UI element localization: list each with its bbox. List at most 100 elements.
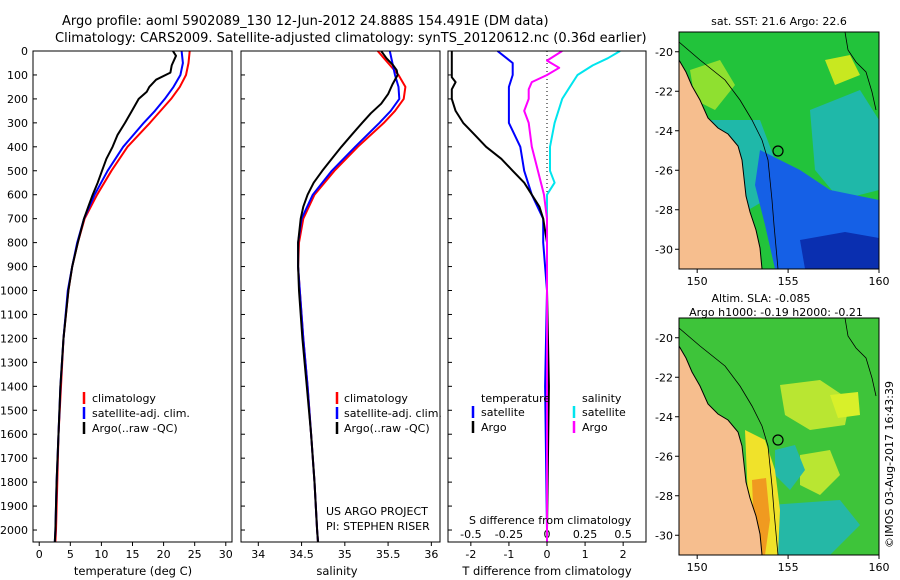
depth-tick-label: 500: [7, 165, 28, 178]
depth-tick-label: 800: [7, 237, 28, 250]
x-tick-label: 36: [424, 548, 438, 561]
difference-x-ticks: -2 -1 0 1 2-0.5 -0.25 0 0.25 0.5: [460, 528, 632, 561]
series-line-temperature-satellite: [496, 51, 548, 542]
depth-tick-label: 1800: [0, 476, 28, 489]
sla-map-body: [679, 318, 879, 555]
sst-map-frame: [678, 31, 880, 270]
depth-tick-label: 1700: [0, 452, 28, 465]
sst-coldest-region: [800, 232, 879, 269]
sla-map-frame: [678, 317, 880, 556]
legend-label-satellite: satellite-adj. clim.: [92, 407, 190, 420]
sst-map-title: sat. SST: 21.6 Argo: 22.6: [711, 15, 847, 28]
salinity-diff-tick-label: -0.25: [495, 528, 523, 541]
map-y-tick-label: -28: [655, 204, 673, 217]
coastline-land: [679, 345, 763, 555]
depth-tick-label: 1400: [0, 380, 28, 393]
salinity-diff-tick-label: 0.5: [614, 528, 632, 541]
legend-label-argo: Argo(..raw -QC): [344, 422, 430, 435]
salinity-series: [297, 51, 407, 542]
map-y-tick-label: -20: [655, 46, 673, 59]
depth-tick-label: 900: [7, 261, 28, 274]
temperature-panel: 0100200300400500600700800900100011001200…: [0, 45, 452, 578]
series-line-temperature-argo: [450, 51, 550, 542]
map-y-tick-label: -30: [655, 529, 673, 542]
depth-tick-label: 1900: [0, 500, 28, 513]
sst-warm-patch: [690, 60, 735, 110]
map-y-tick-label: -28: [655, 490, 673, 503]
difference-legend: temperature salinity satellite Argo sate…: [471, 392, 626, 434]
salinity-panel: 34 34.5 35 35.5 36 salinity climatology sate…: [240, 50, 442, 578]
map-y-tick-label: -22: [655, 371, 673, 384]
salinity-x-label: salinity: [316, 564, 357, 578]
legend-label-salinity-argo: Argo: [582, 421, 608, 434]
x-tick-label: 34.5: [289, 548, 314, 561]
depth-tick-label: 300: [7, 117, 28, 130]
project-credit: US ARGO PROJECT: [326, 505, 428, 518]
temperature-series: [53, 51, 191, 542]
difference-bottom-label: T difference from climatology: [461, 564, 632, 578]
legend-label-climatology: climatology: [92, 392, 156, 405]
map-y-tick-label: -26: [655, 164, 673, 177]
map-x-tick-label: 160: [869, 561, 890, 574]
salinity-diff-tick-label: -0.5: [460, 528, 481, 541]
series-line-satellite-adj-clim-: [53, 51, 184, 542]
imos-credit: ©IMOS 03-Aug-2017 16:43:39: [883, 381, 896, 548]
map-y-tick-label: -24: [655, 411, 673, 424]
isobath-line: [844, 318, 877, 397]
sla-map-title-line2: Argo h1000: -0.19 h2000: -0.21: [689, 306, 863, 319]
x-tick-label: 34: [251, 548, 265, 561]
temperature-x-ticks: 0 5 10 15 20 25 30: [36, 542, 233, 561]
legend-label-temperature-satellite: satellite: [481, 406, 525, 419]
depth-tick-label: 1200: [0, 332, 28, 345]
map-x-tick-label: 155: [778, 275, 799, 288]
temperature-diff-tick-label: -2: [465, 548, 476, 561]
x-tick-label: 10: [94, 548, 108, 561]
legend-label-temperature-argo: Argo: [481, 421, 507, 434]
temperature-plot-frame: [32, 50, 233, 543]
x-tick-label: 20: [157, 548, 171, 561]
isobath-line: [679, 41, 779, 269]
depth-tick-label: 100: [7, 69, 28, 82]
sla-map: Altim. SLA: -0.085 Argo h1000: -0.19 h20…: [655, 292, 889, 574]
sst-warm-patch: [825, 55, 860, 85]
depth-tick-label: 600: [7, 189, 28, 202]
sla-low-patch: [775, 445, 805, 490]
x-tick-label: 5: [67, 548, 74, 561]
depth-tick-label: 1000: [0, 285, 28, 298]
legend-header-salinity: salinity: [582, 392, 622, 405]
temperature-diff-tick-label: -1: [503, 548, 514, 561]
depth-tick-label: 1100: [0, 308, 28, 321]
map-y-tick-label: -22: [655, 85, 673, 98]
difference-panel: -2 -1 0 1 2-0.5 -0.25 0 0.25 0.5 temperature sal…: [447, 50, 647, 578]
series-line-salinity-argo: [523, 51, 563, 542]
depth-tick-label: 200: [7, 93, 28, 106]
series-line-argo-raw-qc-: [53, 51, 177, 542]
salinity-legend: climatology satellite-adj. clim. Argo(..…: [335, 392, 442, 435]
argo-float-marker: [772, 145, 784, 157]
map-y-tick-label: -26: [655, 450, 673, 463]
depth-tick-label: 2000: [0, 524, 28, 537]
depth-tick-label: 1500: [0, 404, 28, 417]
temperature-diff-tick-label: 2: [620, 548, 627, 561]
legend-label-argo: Argo(..raw -QC): [92, 422, 178, 435]
depth-tick-label: 700: [7, 213, 28, 226]
temperature-legend: climatology satellite-adj. clim. Argo(..…: [82, 392, 190, 435]
x-tick-label: 25: [188, 548, 202, 561]
sst-map-ticks: 150 155 160 -20 -22 -24 -26 -28 -30: [655, 46, 889, 288]
legend-label-satellite: satellite-adj. clim.: [344, 407, 442, 420]
salinity-plot-frame: [240, 50, 441, 543]
depth-tick-label: 1300: [0, 356, 28, 369]
x-tick-label: 0: [36, 548, 43, 561]
isobath-line: [679, 327, 779, 555]
x-tick-label: 30: [219, 548, 233, 561]
map-x-tick-label: 160: [869, 275, 890, 288]
isobath-line: [844, 32, 877, 111]
difference-plot-frame: [447, 50, 647, 543]
sla-map-ticks: 150 155 160 -20 -22 -24 -26 -28 -30: [655, 332, 889, 574]
legend-label-climatology: climatology: [344, 392, 408, 405]
sst-map-body: [679, 32, 879, 269]
depth-axis-ticks: 0 100 200 300 400 500 600 700 800 900 1000 1100 1200…: [0, 45, 452, 537]
legend-label-salinity-satellite: satellite: [582, 406, 626, 419]
series-line-argo-raw-qc-: [297, 51, 399, 542]
